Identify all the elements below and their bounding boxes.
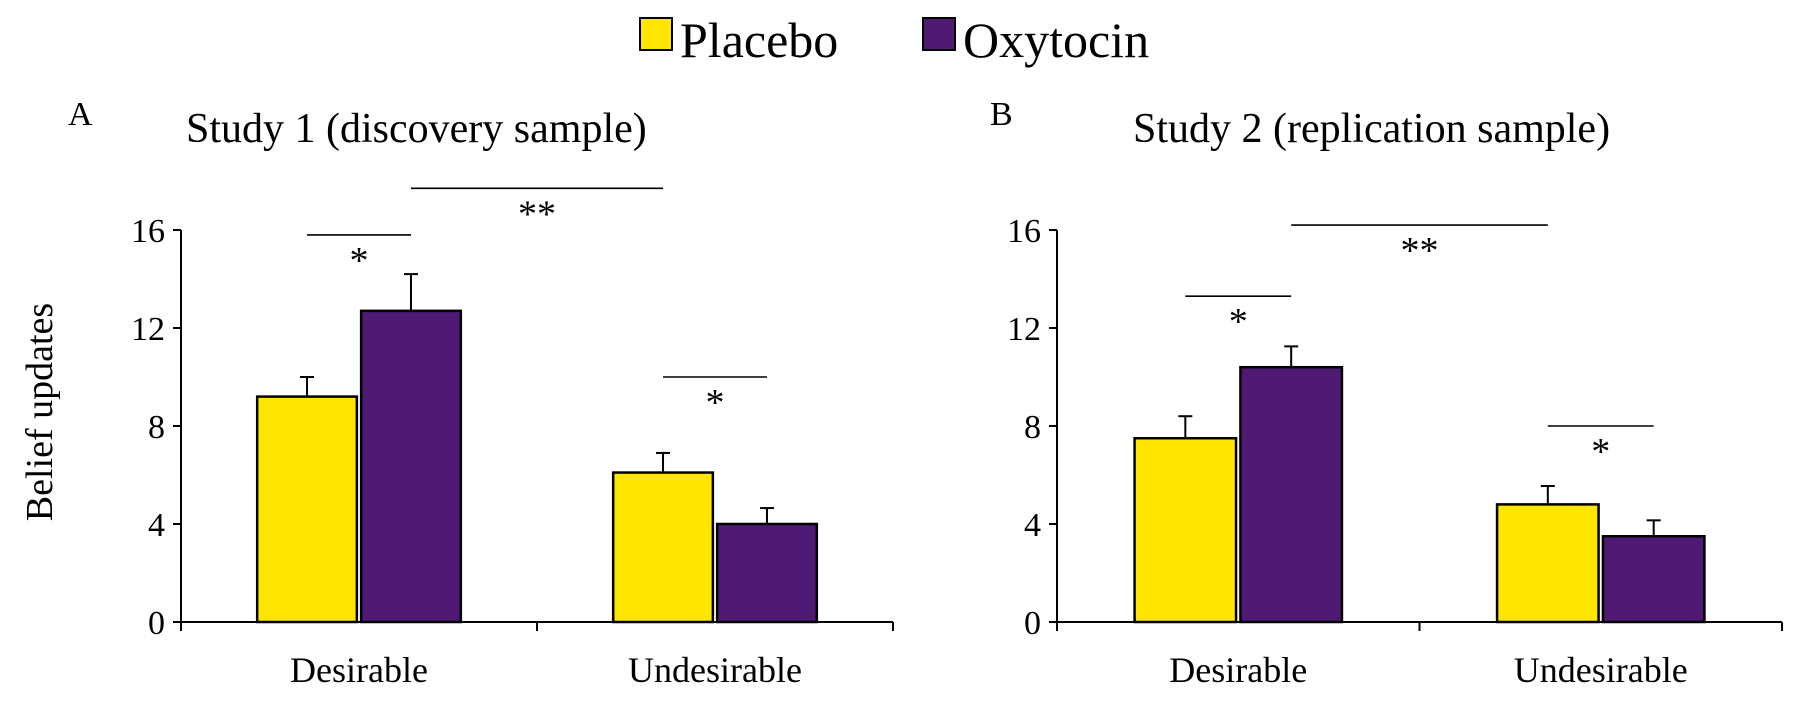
bar-oxytocin-undesirable — [1601, 535, 1706, 624]
y-tick-label: 8 — [148, 409, 165, 446]
y-tick-label: 12 — [131, 311, 165, 348]
bar-placebo-desirable — [1133, 437, 1238, 624]
panel-b: B Study 2 (replication sample) 0 4 8 12 16 De… — [990, 96, 1783, 690]
panel-title-a: Study 1 (discovery sample) — [186, 106, 647, 152]
y-tick-label: 16 — [1007, 213, 1041, 250]
x-category-label: Desirable — [290, 650, 428, 690]
y-tick-label: 4 — [148, 507, 165, 544]
y-tick-label: 4 — [1024, 507, 1041, 544]
bar-placebo-undesirable — [1495, 503, 1600, 624]
y-tick-label: 0 — [1024, 605, 1041, 642]
y-tick-label: 16 — [131, 213, 165, 250]
y-axis-title: Belief updates — [19, 303, 61, 521]
bar-placebo-desirable — [255, 395, 359, 624]
significance-label: * — [1229, 301, 1248, 343]
significance-label: ** — [1401, 230, 1439, 272]
bar-placebo-undesirable — [611, 471, 715, 624]
legend-label-oxytocin: Oxytocin — [963, 12, 1149, 68]
legend-swatch-oxytocin — [922, 17, 956, 51]
significance-label: * — [350, 240, 369, 282]
significance-label: * — [706, 382, 725, 424]
panel-letter-a: A — [68, 96, 93, 133]
x-category-label: Undesirable — [628, 650, 802, 690]
panel-letter-b: B — [990, 96, 1013, 133]
significance-label: ** — [518, 193, 556, 235]
panel-a: A Study 1 (discovery sample) 0 4 8 12 16 Desi… — [68, 96, 894, 690]
y-tick-label: 0 — [148, 605, 165, 642]
x-category-label: Undesirable — [1514, 650, 1688, 690]
legend-label-placebo: Placebo — [680, 12, 838, 68]
panel-title-b: Study 2 (replication sample) — [1133, 106, 1610, 152]
bar-oxytocin-desirable — [1239, 365, 1344, 624]
legend-swatch-placebo — [639, 17, 673, 51]
bar-oxytocin-undesirable — [715, 522, 819, 624]
x-category-label: Desirable — [1169, 650, 1307, 690]
legend: Placebo Oxytocin — [639, 12, 1149, 68]
significance-label: * — [1591, 431, 1610, 473]
y-tick-label: 8 — [1024, 409, 1041, 446]
bar-oxytocin-desirable — [359, 309, 463, 624]
y-tick-label: 12 — [1007, 311, 1041, 348]
